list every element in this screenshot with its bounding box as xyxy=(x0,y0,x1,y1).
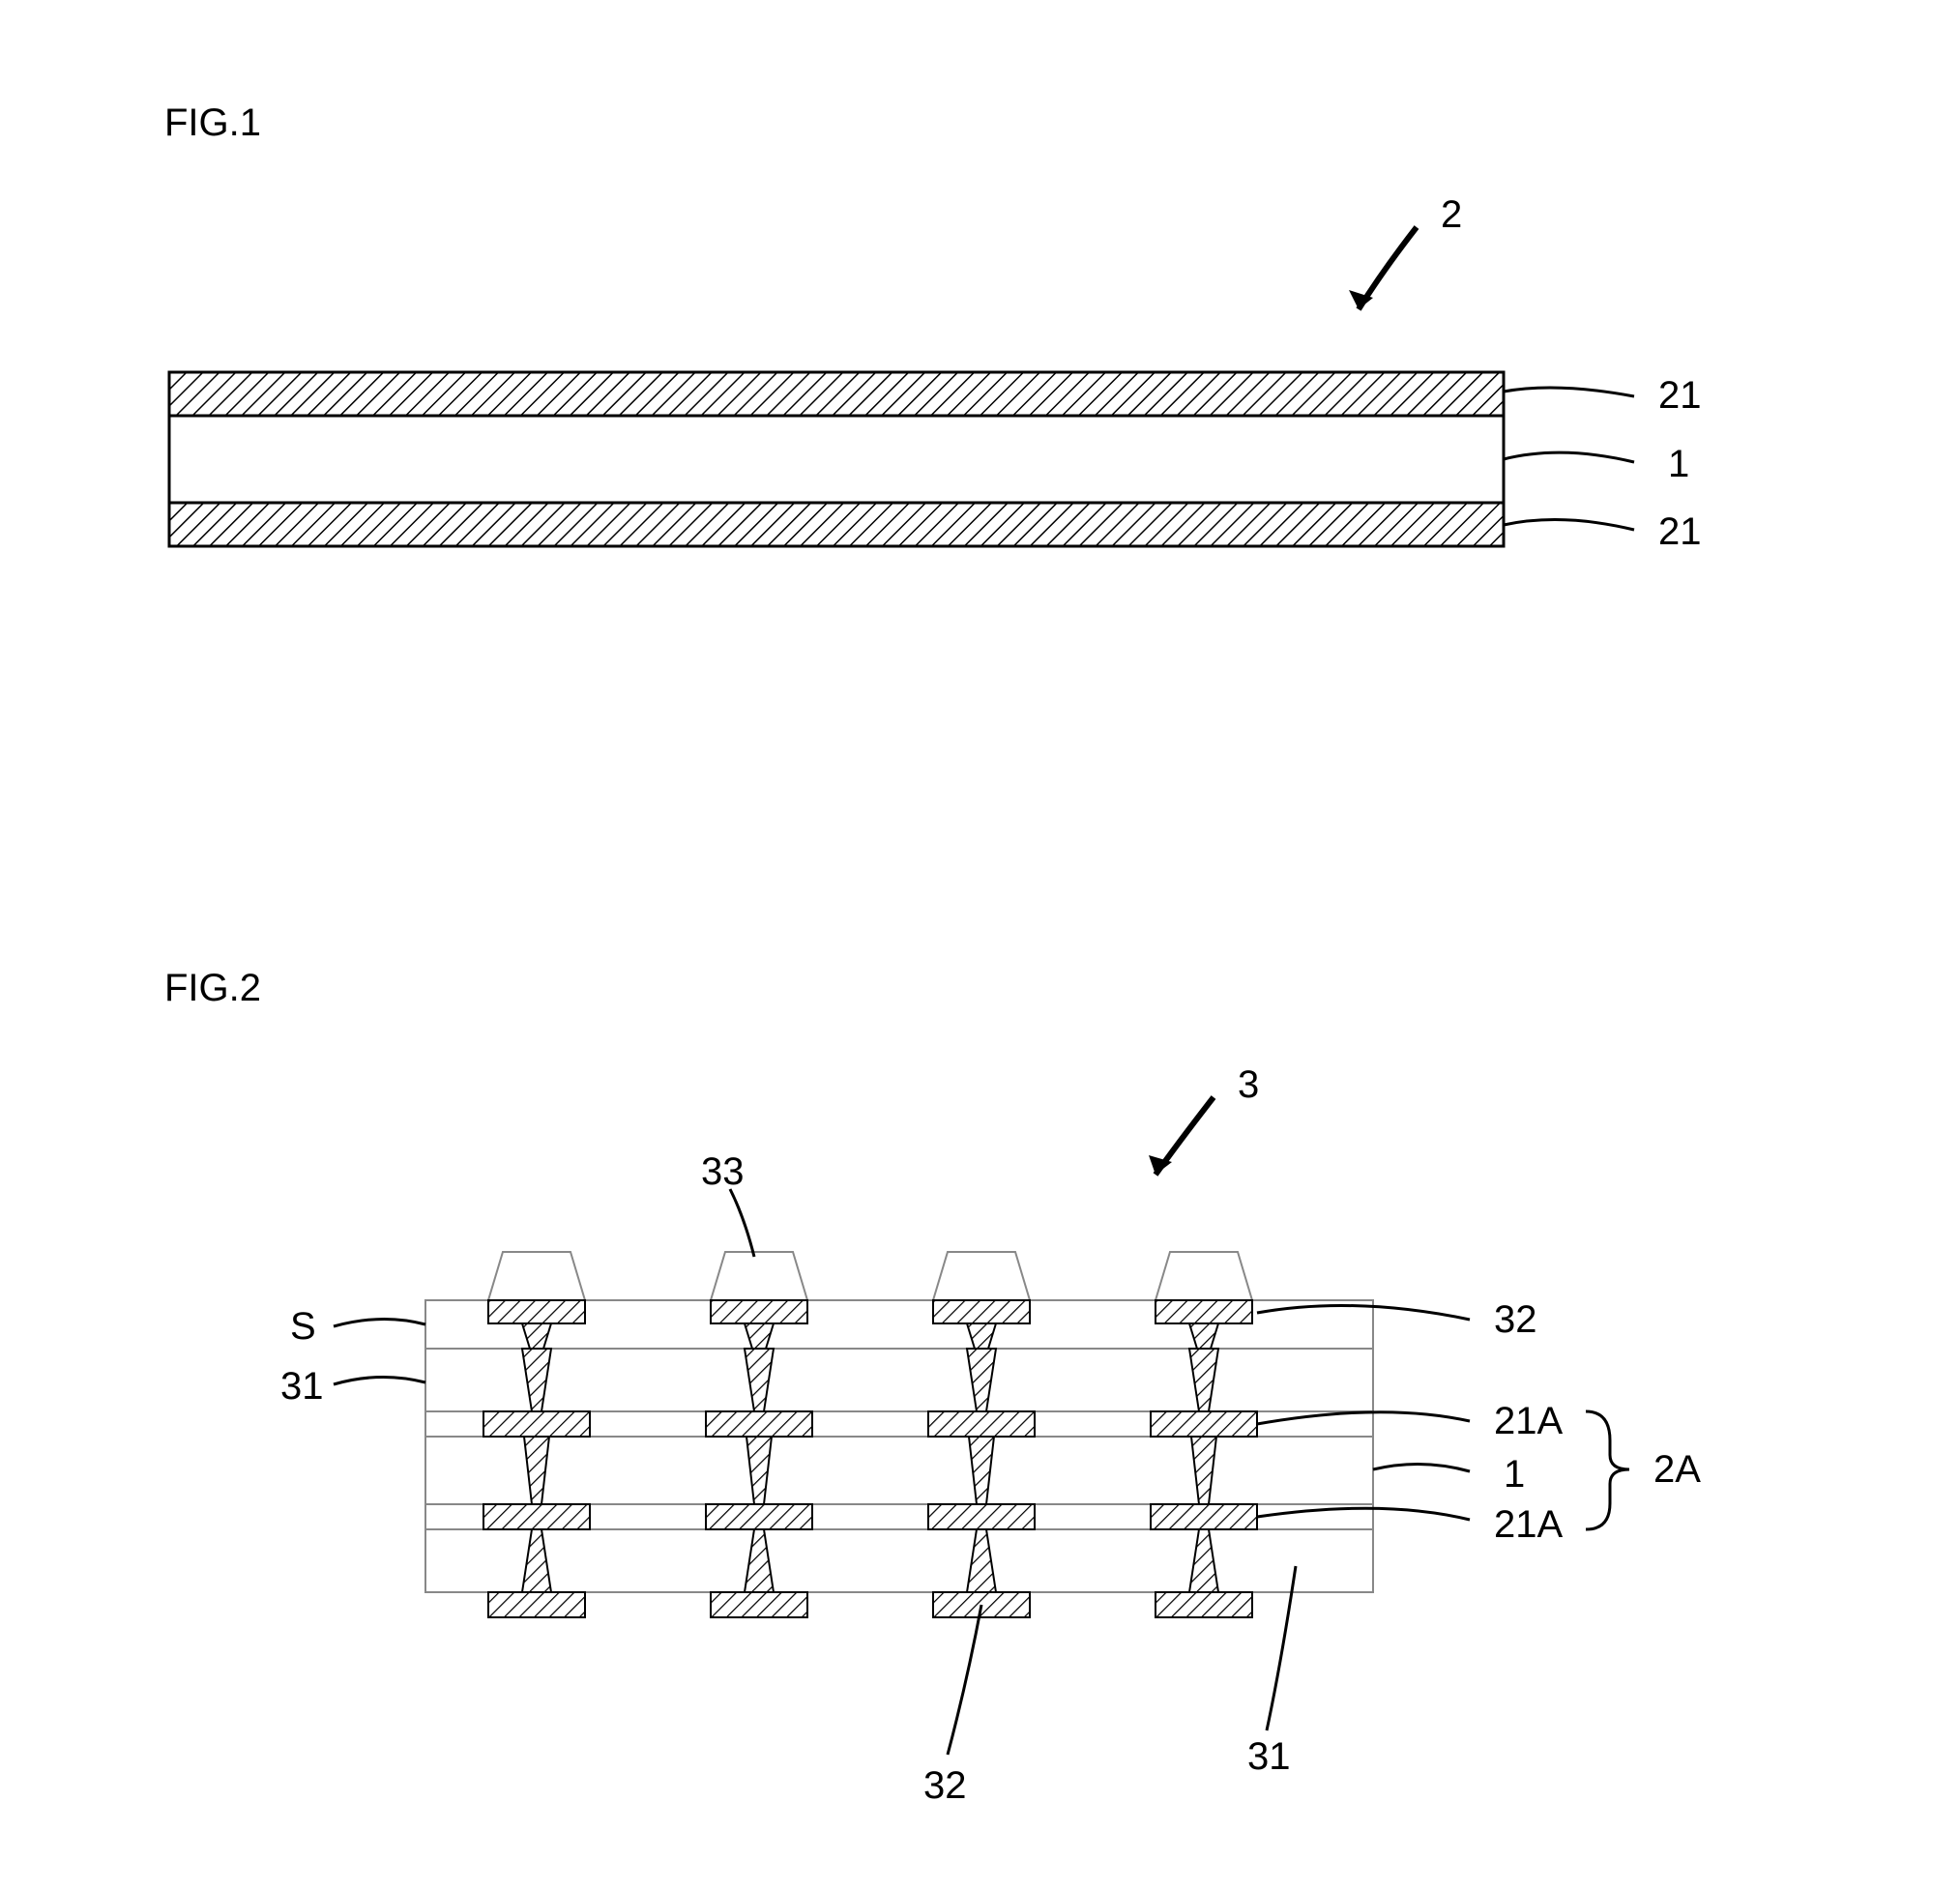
figure-2 xyxy=(0,0,1960,1889)
fig2-ref-32-bottom: 32 xyxy=(923,1764,967,1808)
fig2-ref-3: 3 xyxy=(1238,1063,1259,1107)
fig2-ref-33: 33 xyxy=(701,1150,745,1194)
fig2-ref-2A: 2A xyxy=(1653,1448,1701,1492)
fig2-ref-31-bottom: 31 xyxy=(1247,1735,1291,1779)
fig2-ref-S: S xyxy=(290,1305,316,1349)
fig2-ref-21A-bottom: 21A xyxy=(1494,1503,1563,1547)
fig2-ref-1: 1 xyxy=(1504,1453,1525,1497)
fig2-ref-31-left: 31 xyxy=(280,1365,324,1409)
fig2-ref-21A-top: 21A xyxy=(1494,1400,1563,1443)
fig2-ref-32-top: 32 xyxy=(1494,1298,1537,1342)
